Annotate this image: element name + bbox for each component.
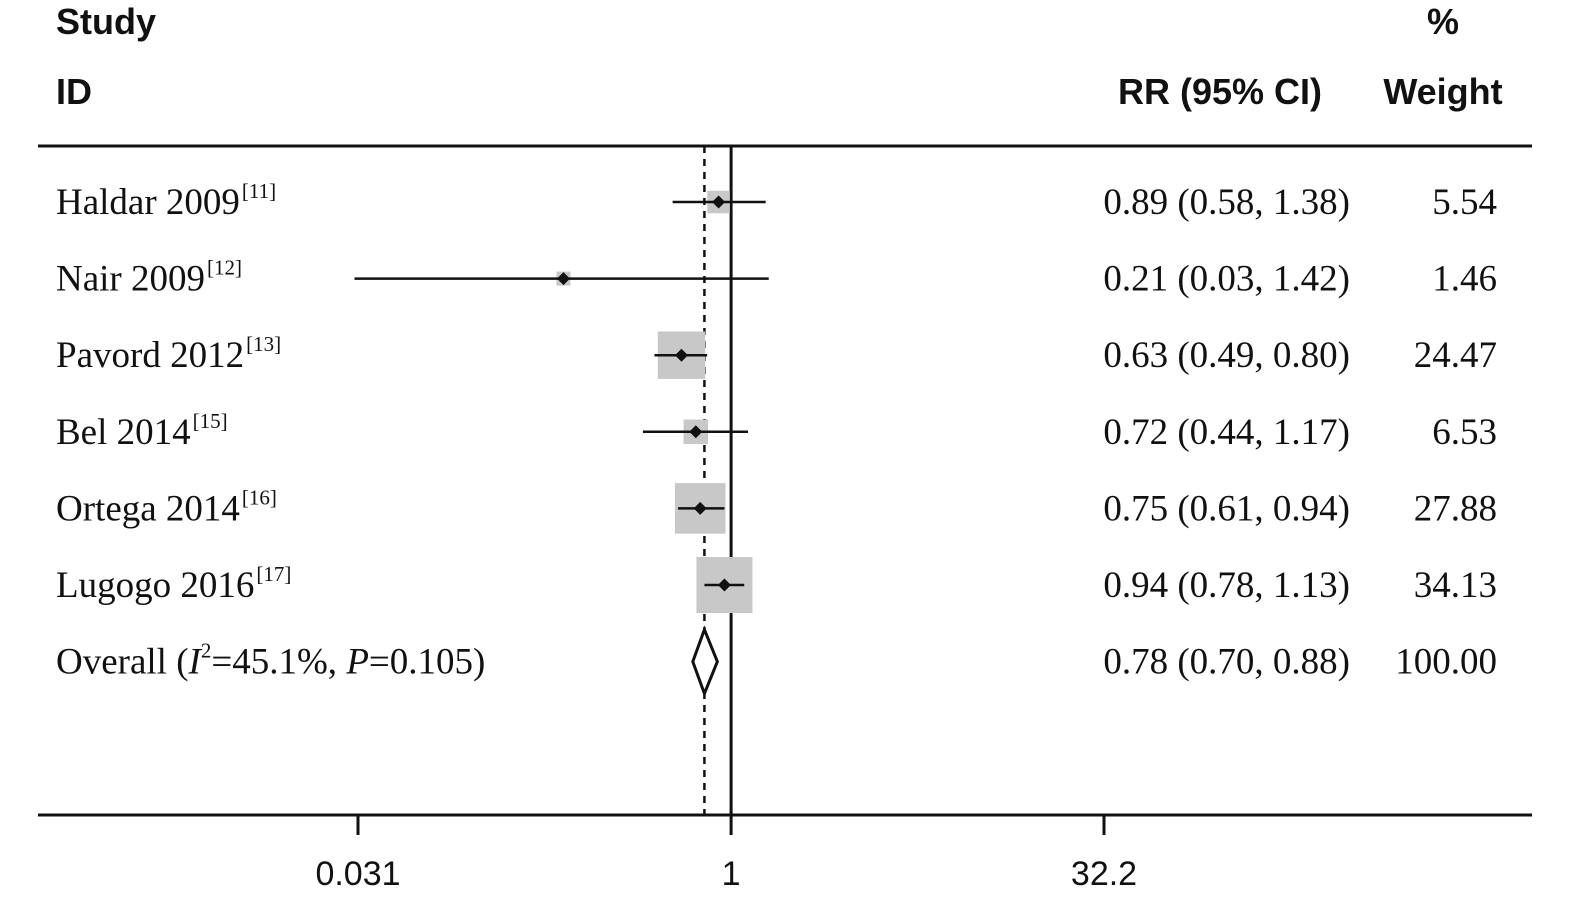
ci-text-nair-2009: 0.21 (0.03, 1.42) — [1103, 259, 1350, 300]
study-name: Pavord 2012 — [56, 335, 244, 376]
plot-layer — [354, 146, 769, 815]
header-study: Study — [56, 1, 156, 42]
study-reference: [13] — [246, 332, 281, 356]
study-name: Nair 2009 — [56, 259, 205, 300]
rows-layer: Haldar 2009[11] 0.89 (0.58, 1.38) 5.54 Nair… — [56, 179, 1497, 683]
study-reference: [16] — [242, 485, 277, 509]
study-reference: [17] — [256, 562, 291, 586]
point-estimate-pavord-2012 — [674, 348, 688, 362]
i-squared-symbol: I — [188, 642, 203, 683]
study-name: Ortega 2014 — [56, 488, 240, 529]
weight-text-bel-2014: 6.53 — [1432, 412, 1497, 453]
header-id: ID — [56, 71, 92, 112]
weight-text-lugogo-2016: 34.13 — [1414, 565, 1497, 606]
x-tick-label-1: 1 — [722, 855, 741, 893]
overall-label: Overall (I2=45.1%, P=0.105) — [56, 639, 485, 683]
weight-text-pavord-2012: 24.47 — [1414, 335, 1497, 376]
header-rr-ci: RR (95% CI) — [1118, 71, 1322, 112]
p-symbol: P — [345, 642, 369, 683]
header-percent: % — [1427, 1, 1459, 42]
study-reference: [11] — [242, 179, 276, 203]
weight-text-nair-2009: 1.46 — [1432, 259, 1497, 300]
ci-text-pavord-2012: 0.63 (0.49, 0.80) — [1103, 335, 1350, 376]
p-value: =0.105) — [369, 642, 485, 683]
i-squared-value: =45.1%, — [211, 642, 346, 683]
weight-text-haldar-2009: 5.54 — [1432, 182, 1497, 223]
i-squared-superscript: 2 — [201, 639, 212, 663]
header-weight: Weight — [1383, 71, 1502, 112]
point-estimate-bel-2014 — [689, 425, 703, 439]
point-estimate-haldar-2009 — [712, 195, 726, 209]
x-tick-label-32.2: 32.2 — [1071, 855, 1137, 893]
study-label-ortega-2014: Ortega 2014[16] — [56, 485, 277, 529]
weight-text-ortega-2014: 27.88 — [1414, 488, 1497, 529]
study-label-bel-2014: Bel 2014[15] — [56, 409, 228, 453]
study-name: Lugogo 2016 — [56, 565, 254, 606]
study-label-nair-2009: Nair 2009[12] — [56, 256, 242, 300]
ci-text-haldar-2009: 0.89 (0.58, 1.38) — [1103, 182, 1350, 223]
axis-layer: 0.031 1 32.2 — [315, 815, 1137, 893]
point-estimate-lugogo-2016 — [717, 578, 731, 592]
overall-weight-text: 100.00 — [1395, 642, 1497, 683]
x-tick-label-0.031: 0.031 — [315, 855, 400, 893]
study-name: Bel 2014 — [56, 412, 191, 453]
study-label-pavord-2012: Pavord 2012[13] — [56, 332, 281, 376]
point-estimate-nair-2009 — [556, 272, 570, 286]
ci-text-bel-2014: 0.72 (0.44, 1.17) — [1103, 412, 1350, 453]
ci-text-ortega-2014: 0.75 (0.61, 0.94) — [1103, 488, 1350, 529]
study-label-lugogo-2016: Lugogo 2016[17] — [56, 562, 291, 606]
study-reference: [12] — [207, 256, 242, 280]
overall-diamond — [691, 625, 719, 698]
study-label-haldar-2009: Haldar 2009[11] — [56, 179, 276, 223]
ci-text-lugogo-2016: 0.94 (0.78, 1.13) — [1103, 565, 1350, 606]
study-name: Haldar 2009 — [56, 182, 240, 223]
point-estimate-ortega-2014 — [693, 501, 707, 515]
overall-ci-text: 0.78 (0.70, 0.88) — [1103, 642, 1350, 683]
study-reference: [15] — [193, 409, 228, 433]
overall-prefix: Overall ( — [56, 642, 189, 683]
